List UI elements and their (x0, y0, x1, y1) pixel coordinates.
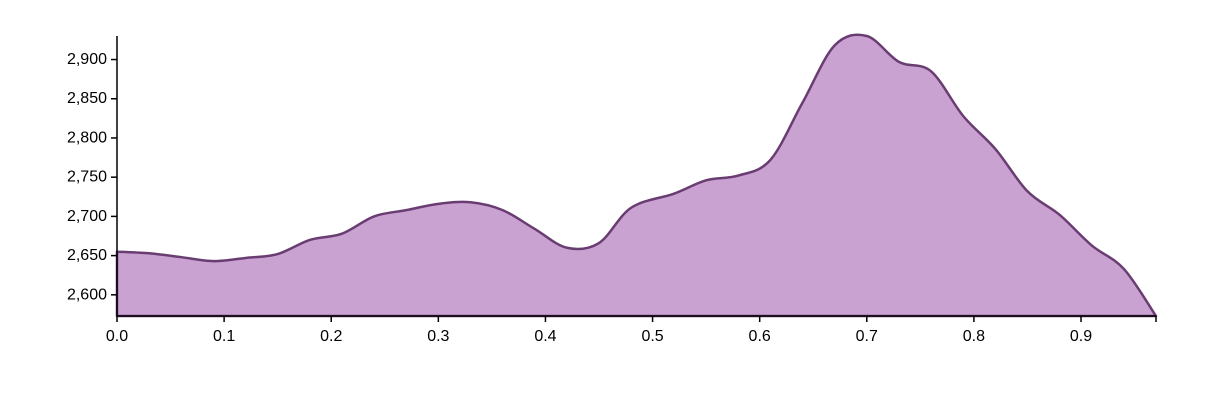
y-tick-label: 2,650 (67, 247, 107, 264)
x-tick-label: 0.4 (534, 328, 556, 345)
x-tick-label: 0.6 (749, 328, 771, 345)
x-tick-label: 0.0 (106, 328, 128, 345)
y-tick-label: 2,850 (67, 90, 107, 107)
y-axis: 2,600 2,650 2,700 2,750 2,800 2,850 2,900 (67, 36, 118, 316)
y-tick-label: 2,600 (67, 286, 107, 303)
x-axis: 0.0 0.1 0.2 0.3 0.4 0.5 0.6 0.7 0.8 0.9 (106, 315, 1157, 345)
x-tick-label: 0.3 (427, 328, 449, 345)
y-tick-label: 2,700 (67, 208, 107, 225)
x-tick-label: 0.5 (641, 328, 663, 345)
x-tick-label: 0.9 (1070, 328, 1092, 345)
x-tick-label: 0.2 (320, 328, 342, 345)
y-tick-label: 2,800 (67, 129, 107, 146)
area-layer (115, 33, 1158, 318)
x-tick-label: 0.7 (856, 328, 878, 345)
y-tick-label: 2,750 (67, 169, 107, 186)
x-tick-label: 0.8 (963, 328, 985, 345)
y-tick-label: 2,900 (67, 51, 107, 68)
x-tick-label: 0.1 (213, 328, 235, 345)
area-series (115, 33, 1158, 318)
